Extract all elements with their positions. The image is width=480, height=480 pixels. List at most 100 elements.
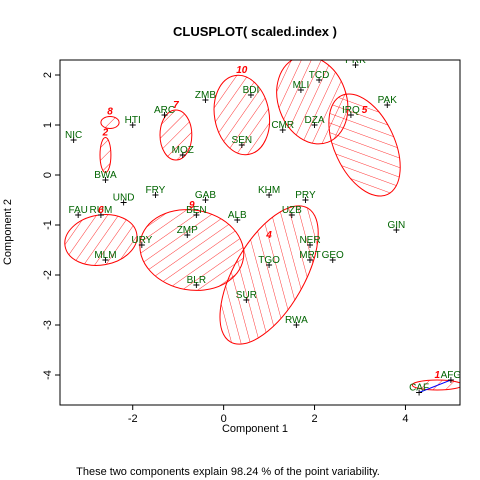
cluster-shading [64,214,137,266]
cluster-label-5: 5 [362,105,368,116]
data-point-BWA: BWA [94,170,117,183]
connector-CAF-AFG [418,379,452,393]
point-marker [202,97,209,103]
cluster-ellipse-10 [213,74,271,156]
data-point-URY: URY [131,235,153,248]
point-label: CAF [409,383,429,394]
data-point-FRY: FRY [146,185,166,198]
point-label: ARC [154,105,175,116]
chart-title: CLUSPLOT( scaled.index ) [173,24,337,39]
point-marker [393,227,400,233]
point-label: MRT [299,250,320,261]
point-marker [75,212,82,218]
cluster-outline [100,116,120,129]
y-tick-label: 1 [42,122,54,128]
data-point-RUM: RUM [90,205,112,218]
x-tick-label: 2 [311,413,317,425]
cluster-ellipses [64,60,460,391]
cluster-label-6: 6 [98,205,104,216]
cluster-shading [100,116,120,129]
point-marker [297,87,304,93]
connectors [418,379,452,393]
point-label: BDI [243,85,260,96]
point-label: GIN [387,220,405,231]
point-label: ZMB [195,90,216,101]
point-label: IRQ [342,105,360,116]
point-label: DZA [305,115,325,126]
point-label: RWA [285,315,308,326]
point-label: BEN [186,205,207,216]
cluster-outline [139,209,245,291]
point-label: URY [131,235,152,246]
point-label: FRY [146,185,166,196]
y-tick-label: -4 [42,370,54,380]
cluster-label-10: 10 [236,65,248,76]
point-label: PRY [295,190,316,201]
point-label: UZB [282,205,302,216]
point-marker [347,112,354,118]
point-label: FAU [68,205,87,216]
data-point-AFG: AFG [441,370,460,383]
point-marker [302,197,309,203]
data-point-PAK: PAK [378,95,397,108]
point-marker [352,62,359,68]
data-point-CAF: CAF [409,383,429,396]
point-label: MLM [94,250,116,261]
cluster-shading [328,93,401,197]
point-marker [193,212,200,218]
cluster-label-3: 3 [309,45,315,56]
point-marker [247,92,254,98]
point-marker [447,377,454,383]
data-point-NIC: NIC [65,130,82,143]
y-tick-label: -2 [42,270,54,280]
point-marker [193,282,200,288]
cluster-label-4: 4 [265,230,272,241]
data-point-MRT: MRT [299,250,321,263]
point-marker [316,77,323,83]
data-point-BEN: BEN [186,205,207,218]
cluster-labels: 1 2 3 4 5 6 7 8 9 10 [98,45,440,381]
point-marker [384,102,391,108]
cluster-label-1: 1 [434,370,440,381]
point-marker [307,257,313,263]
point-marker [288,212,295,218]
y-tick-label: -1 [42,220,54,230]
cluster-ellipse-1 [411,379,460,391]
point-marker [179,152,186,158]
point-marker [329,257,336,263]
y-tick-label: 2 [42,72,54,78]
point-marker [279,127,286,133]
data-point-MLM: MLM [94,250,117,263]
point-label: SEN [232,135,253,146]
point-marker [293,322,300,328]
point-label: BWA [94,170,117,181]
cluster-shading [139,209,244,291]
point-label: ZMP [177,225,198,236]
chart-caption: These two components explain 98.24 % of … [76,466,380,478]
data-point-NER: NER [299,235,321,248]
point-marker [202,197,209,203]
cluster-ellipse-2 [99,137,112,173]
data-point-ZMB: ZMB [195,90,216,103]
point-marker [161,112,168,118]
point-label: TGO [258,255,280,266]
point-marker [97,212,104,218]
data-point-ARC: ARC [154,105,175,118]
data-point-GAB: GAB [195,190,216,203]
point-label: GAB [195,190,216,201]
y-tick-label: 0 [42,172,54,178]
point-label: HTI [125,115,141,126]
point-label: MLI [293,80,310,91]
point-marker [266,192,273,198]
point-marker [102,257,109,263]
data-point-GEO: GEO [322,250,344,263]
point-marker [243,297,250,303]
data-point-CMR: CMR [271,120,294,133]
axes: -2 0 2 4 -4 -3 -2 -1 0 1 2 [42,72,409,425]
point-marker [184,232,191,238]
data-point-MOZ: MOZ [172,145,194,158]
data-point-TCD: TCD [309,70,329,83]
point-label: GEO [322,250,344,261]
